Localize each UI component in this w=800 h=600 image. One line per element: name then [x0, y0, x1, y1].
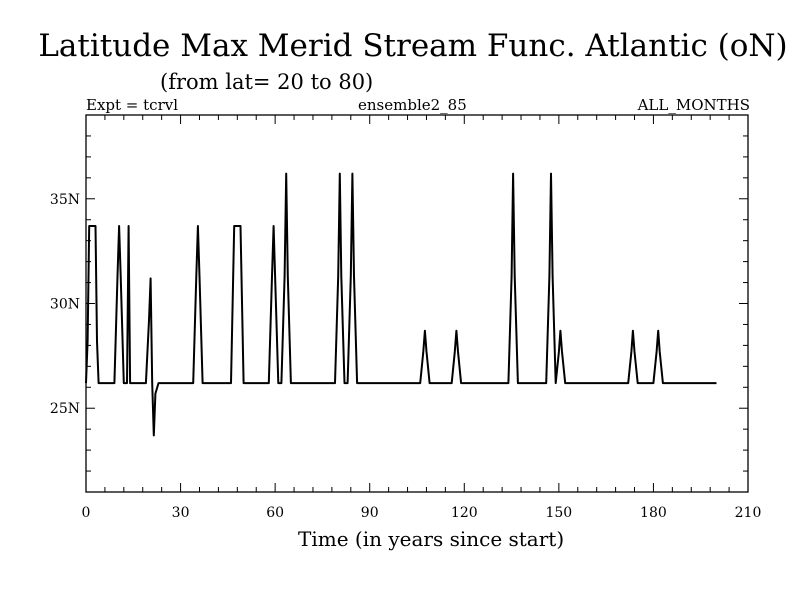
x-tick-label: 180	[640, 505, 667, 521]
x-tick-label: 120	[451, 505, 478, 521]
x-tick-label: 150	[545, 505, 572, 521]
chart-title: Latitude Max Merid Stream Func. Atlantic…	[38, 28, 788, 64]
series-group	[85, 172, 717, 437]
x-tick-label: 90	[361, 505, 379, 521]
x-tick-label: 60	[266, 505, 284, 521]
chart-subtitle: (from lat= 20 to 80)	[160, 70, 374, 94]
series-line	[85, 172, 717, 437]
axis-ticks	[85, 114, 749, 493]
x-tick-label: 30	[172, 505, 190, 521]
plot-frame	[85, 114, 749, 493]
y-tick-label: 30N	[50, 297, 80, 313]
ensemble-label: ensemble2_85	[358, 96, 467, 114]
experiment-label: Expt = tcrvl	[86, 96, 179, 114]
x-tick-label: 0	[82, 505, 91, 521]
x-axis-label: Time (in years since start)	[298, 527, 565, 551]
y-tick-label: 35N	[50, 192, 80, 208]
months-label: ALL_MONTHS	[637, 96, 750, 114]
axis-tick-labels: 0 30 60 90 120 150 180 210 25N 30N 35N	[50, 192, 761, 521]
x-tick-label: 210	[735, 505, 762, 521]
y-tick-label: 25N	[50, 401, 80, 417]
